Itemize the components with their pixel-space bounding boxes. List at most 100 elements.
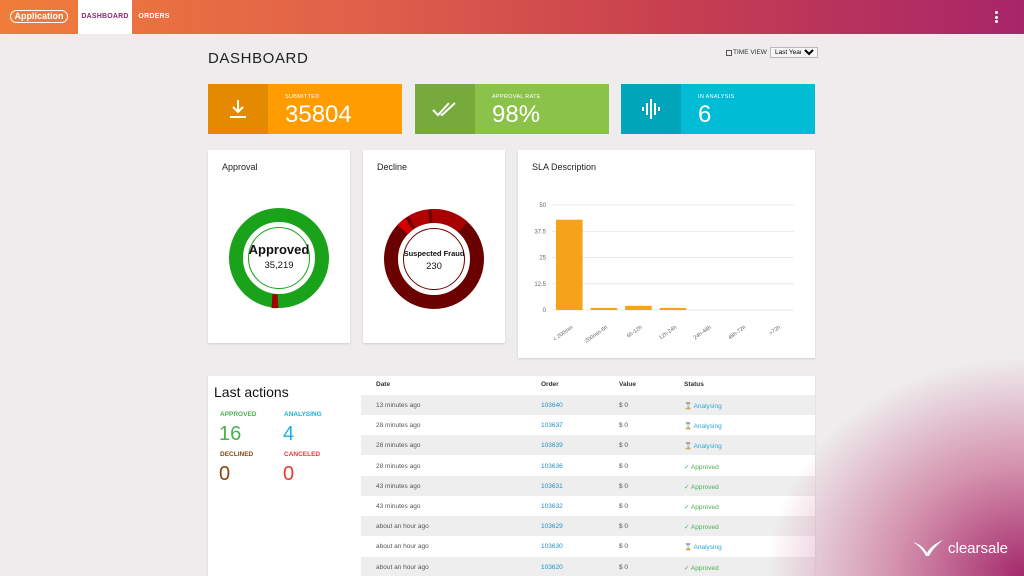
brand-name: clearsale [948, 539, 1009, 557]
order-link[interactable]: 103631 [541, 482, 563, 490]
app-logo[interactable]: Application [10, 10, 68, 23]
decorative-gradient [764, 356, 1024, 576]
more-menu-icon[interactable] [990, 10, 1002, 24]
stat-card-approval-rate: APPROVAL RATE 98% [415, 84, 609, 134]
table-row[interactable]: 43 minutes ago 103632 $ 0 ✓ Approved [361, 496, 815, 516]
table-row[interactable]: 28 minutes ago 103639 $ 0 ⌛ Analysing [361, 435, 815, 456]
cell-date: about an hour ago [376, 543, 429, 551]
time-view-label: TIME VIEW [733, 49, 767, 56]
time-view-control: TIME VIEW Last Year [726, 47, 818, 58]
y-tick-label: 50 [539, 203, 546, 209]
cell-value: $ 0 [619, 442, 629, 450]
table-row[interactable]: about an hour ago 103630 $ 0 ⌛ Analysing [361, 536, 815, 556]
order-link[interactable]: 103639 [541, 442, 563, 450]
cell-value: $ 0 [619, 563, 629, 571]
bar[interactable] [556, 219, 583, 310]
sla-panel: SLA Description 0 12.5 25 37.5 50 < 200min 200… [518, 150, 815, 358]
table-row[interactable]: 28 minutes ago 103637 $ 0 ⌛ Analysing [361, 415, 815, 435]
counter-label-approved: APPROVED [220, 411, 257, 418]
counter-label-canceled: CANCELED [284, 451, 321, 458]
x-tick-label: 48h-72h [727, 325, 747, 341]
tab-orders[interactable]: ORDERS [138, 13, 170, 20]
double-check-icon [432, 102, 456, 117]
counter-value-analysing: 4 [283, 423, 295, 445]
order-link[interactable]: 103636 [541, 462, 563, 470]
hourglass-icon: ⌛ [684, 544, 694, 552]
column-header-date[interactable]: Date [376, 381, 391, 388]
last-actions-title: Last actions [214, 384, 289, 400]
approval-panel: Approval Approved 35,219 [208, 150, 350, 343]
stat-card-in-analysis: IN ANALYSIS 6 [621, 84, 815, 134]
status-text: Approved [690, 504, 719, 511]
cell-value: $ 0 [619, 482, 629, 490]
column-header-order[interactable]: Order [541, 381, 559, 388]
stat-value: 98% [492, 101, 541, 128]
status-text: Analysing [693, 544, 722, 552]
panel-title: Decline [377, 162, 408, 172]
sla-bar-chart: 0 12.5 25 37.5 50 < 200min 200min-6h 6h-12h 12h-… [534, 203, 794, 345]
tab-dashboard[interactable]: DASHBOARD [78, 0, 132, 34]
counter-value-declined: 0 [219, 463, 231, 485]
x-tick-label: 12h-24h [658, 325, 678, 341]
approval-center-label: Approved [248, 242, 310, 257]
column-header-status[interactable]: Status [684, 381, 704, 388]
approval-donut-chart [229, 208, 329, 309]
x-tick-label: 24h-48h [693, 325, 713, 341]
time-view-select[interactable]: Last Year [769, 47, 818, 58]
column-header-value[interactable]: Value [619, 381, 636, 388]
waveform-icon [642, 99, 660, 119]
stat-label: SUBMITTED [285, 94, 320, 100]
decline-center-value: 230 [426, 261, 442, 272]
table-row[interactable]: about an hour ago 103629 $ 0 ✓ Approved [361, 516, 815, 537]
cell-value: $ 0 [619, 422, 629, 430]
panel-title: SLA Description [532, 162, 597, 172]
order-link[interactable]: 103640 [541, 402, 563, 409]
status-text: Analysing [693, 403, 722, 410]
status-text: Analysing [693, 423, 722, 431]
x-tick-label: 200min-6h [584, 325, 609, 345]
hourglass-icon: ⌛ [684, 403, 694, 410]
x-tick-label: 6h-12h [626, 325, 643, 340]
cell-status: ⌛ Analysing [684, 402, 722, 410]
bar[interactable] [659, 307, 687, 310]
page-title: DASHBOARD [208, 50, 309, 67]
table-row[interactable]: 13 minutes ago 103640 $ 0 ⌛ Analysing [361, 395, 815, 415]
table-row[interactable]: 43 minutes ago 103631 $ 0 ✓ Approved [361, 475, 815, 496]
order-link[interactable]: 103630 [541, 543, 563, 551]
y-tick-label: 25 [539, 256, 546, 262]
check-icon: ✓ [684, 524, 691, 532]
bar[interactable] [590, 307, 618, 310]
cell-value: $ 0 [619, 503, 629, 510]
check-icon: ✓ [684, 483, 691, 491]
table-row[interactable]: 28 minutes ago 103636 $ 0 ✓ Approved [361, 456, 815, 476]
hourglass-icon: ⌛ [684, 443, 694, 451]
cell-date: 43 minutes ago [376, 482, 421, 490]
bar[interactable] [625, 305, 652, 310]
stat-icon-box [208, 84, 268, 134]
donut-segment-3 [408, 209, 431, 229]
cell-date: 28 minutes ago [376, 422, 421, 430]
donut-segment-4 [431, 208, 468, 233]
status-text: Approved [690, 524, 719, 532]
order-link[interactable]: 103620 [541, 563, 563, 571]
order-link[interactable]: 103637 [541, 422, 563, 430]
cell-date: 13 minutes ago [376, 402, 421, 409]
stat-value: 35804 [285, 101, 352, 128]
order-link[interactable]: 103629 [541, 523, 563, 531]
y-tick-label: 12.5 [534, 282, 546, 288]
donut-inner-line [403, 228, 465, 290]
stat-label: APPROVAL RATE [492, 94, 541, 100]
cell-value: $ 0 [619, 523, 629, 531]
check-icon: ✓ [684, 463, 691, 471]
counter-label-analysing: ANALYSING [284, 411, 322, 418]
x-tick-label: < 200min [552, 325, 574, 343]
counter-label-declined: DECLINED [220, 451, 254, 458]
cell-status: ⌛ Analysing [684, 422, 722, 430]
stat-card-submitted: SUBMITTED 35804 [208, 84, 402, 134]
y-tick-label: 0 [543, 308, 547, 314]
stat-icon-box [621, 84, 681, 134]
cell-status: ✓ Approved [684, 463, 719, 471]
order-link[interactable]: 103632 [541, 503, 563, 510]
cell-date: about an hour ago [376, 523, 429, 531]
table-row[interactable]: about an hour ago 103620 $ 0 ✓ Approved [361, 556, 815, 576]
